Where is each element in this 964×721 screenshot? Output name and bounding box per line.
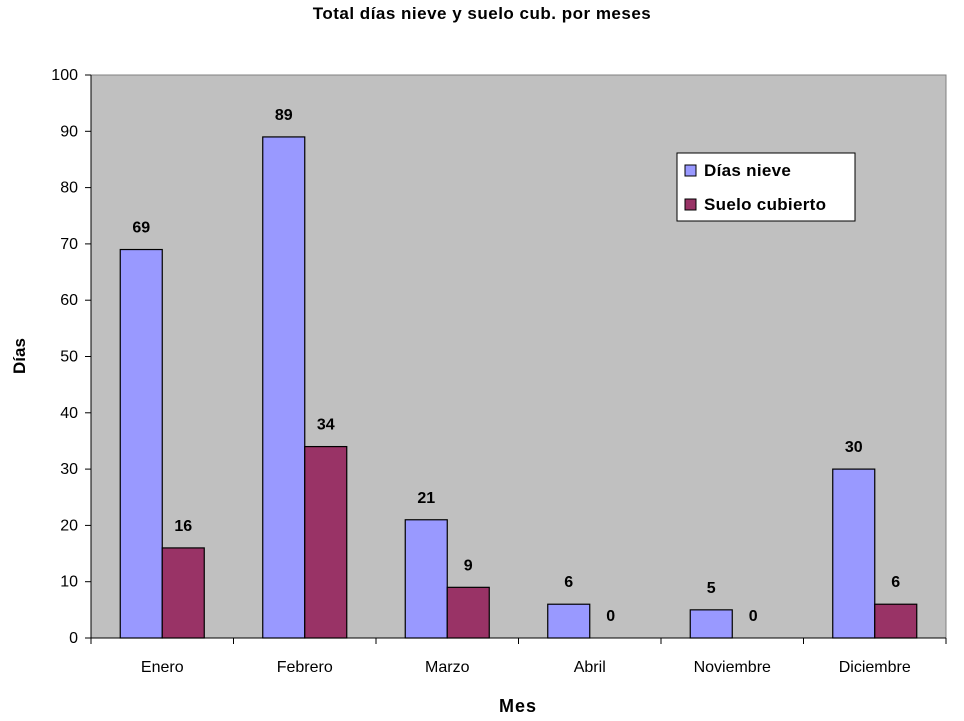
y-tick-label: 60	[60, 292, 78, 309]
data-label: 0	[749, 608, 758, 625]
y-tick-label: 50	[60, 349, 78, 366]
bar	[161, 547, 205, 639]
x-axis-label: Mes	[499, 696, 537, 716]
legend-swatch-dias-nieve	[684, 164, 697, 177]
data-label: 89	[275, 107, 293, 124]
y-tick-label: 80	[60, 180, 78, 197]
data-label: 21	[417, 490, 435, 507]
y-tick-label: 70	[60, 236, 78, 253]
chart-title: Total días nieve y suelo cub. por meses	[312, 4, 652, 23]
x-axis: Enero Febrero Marzo Abril Noviembre Diciembre	[90, 637, 947, 676]
bar	[119, 248, 163, 639]
y-axis-label: Días	[10, 338, 29, 374]
data-labels: 69 89 21 6 5 30 16 34 9 0 0 6	[132, 107, 900, 625]
y-tick-label: 20	[60, 517, 78, 534]
bar	[404, 519, 448, 639]
bar	[689, 609, 733, 639]
x-tick-label: Abril	[574, 659, 606, 676]
bar	[874, 603, 918, 639]
data-label: 69	[132, 220, 150, 237]
bar	[304, 445, 348, 639]
legend-label-dias-nieve: Días nieve	[704, 161, 791, 180]
bars	[119, 136, 918, 639]
bar	[262, 136, 306, 639]
y-tick-label: 10	[60, 574, 78, 591]
legend-box	[676, 152, 856, 222]
legend: Días nieve Suelo cubierto	[676, 152, 856, 222]
data-label: 30	[845, 439, 863, 456]
legend-label-suelo-cubierto: Suelo cubierto	[704, 195, 826, 214]
x-tick-label: Diciembre	[839, 659, 911, 676]
y-axis: 0 10 20 30 40 50 60 70 80 90 100	[51, 67, 92, 647]
x-tick-label: Marzo	[425, 659, 470, 676]
y-tick-label: 100	[51, 67, 78, 84]
y-tick-label: 0	[69, 630, 78, 647]
data-label: 0	[606, 608, 615, 625]
legend-swatch-suelo-cubierto	[684, 198, 697, 211]
data-label: 5	[707, 580, 716, 597]
y-tick-label: 30	[60, 461, 78, 478]
bar	[547, 603, 591, 639]
x-tick-label: Enero	[141, 659, 184, 676]
y-tick-label: 90	[60, 123, 78, 140]
x-tick-label: Noviembre	[694, 659, 771, 676]
data-label: 16	[174, 518, 192, 535]
bar	[832, 468, 876, 639]
data-label: 9	[464, 557, 473, 574]
x-tick-label: Febrero	[277, 659, 333, 676]
data-label: 6	[891, 574, 900, 591]
data-label: 34	[317, 417, 335, 434]
y-tick-label: 40	[60, 405, 78, 422]
bar	[446, 586, 490, 639]
data-label: 6	[564, 574, 573, 591]
